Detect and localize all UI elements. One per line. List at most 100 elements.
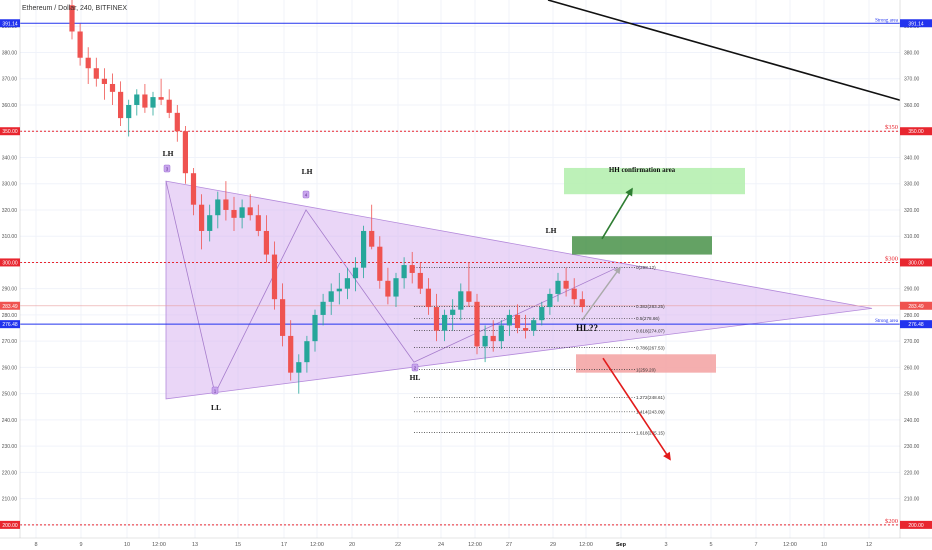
zone-green-breakout xyxy=(572,236,712,255)
candle xyxy=(271,241,278,310)
y-tick-label-right: 250.00 xyxy=(904,392,920,398)
price-axis-right[interactable]: 200.00 210.00 220.00 230.00 240.00 250.00 260.… xyxy=(899,0,932,538)
candle xyxy=(239,199,245,229)
candle xyxy=(174,104,180,142)
annotation-label: HL xyxy=(410,373,421,382)
y-tick-label-right: 290.00 xyxy=(904,287,920,293)
price-axis-left[interactable]: 200.00 210.00 220.00 230.00 240.00 250.00 260.… xyxy=(0,0,21,538)
time-axis[interactable]: 8 9 10 12:00 13 15 17 12:00 20 22 24 12:00 27 29 12:00… xyxy=(0,537,932,548)
candle xyxy=(401,257,407,289)
annotation-label: LH xyxy=(163,149,174,158)
candle-body xyxy=(126,104,132,119)
candle-body xyxy=(352,267,359,279)
x-tick-label: 24 xyxy=(438,542,444,548)
candle-body xyxy=(514,314,521,329)
y-tick-label-right: 260.00 xyxy=(904,365,920,371)
y-tick-label-left: 240.00 xyxy=(2,418,18,424)
bullish-arrow xyxy=(601,187,633,240)
pivot-marker xyxy=(163,164,171,173)
candle-body xyxy=(433,307,440,331)
y-tick-label-left: 380.00 xyxy=(2,50,18,56)
price-badge-label: 391.14 xyxy=(908,21,924,27)
x-tick-label: 12:00 xyxy=(310,542,324,548)
zones xyxy=(564,167,745,373)
candle-body xyxy=(296,362,302,373)
price-badge-label: 350.00 xyxy=(2,129,18,135)
x-tick-label: 27 xyxy=(506,542,512,548)
candle xyxy=(69,0,75,40)
candle xyxy=(506,309,512,336)
y-tick-label-left: 340.00 xyxy=(2,155,18,161)
price-badge-label: 283.49 xyxy=(2,304,18,310)
candle xyxy=(563,267,569,297)
candle xyxy=(555,272,561,302)
y-tick-label-left: 230.00 xyxy=(2,444,18,450)
candle-body xyxy=(85,57,91,69)
fib-label: 0.618(274.07) xyxy=(636,328,665,333)
candle xyxy=(166,89,172,119)
candle-body xyxy=(271,254,278,300)
candle xyxy=(490,320,496,352)
candle xyxy=(77,23,83,66)
candle xyxy=(547,288,553,315)
candle xyxy=(288,320,294,381)
fib-label: 0.382(283.25) xyxy=(636,304,665,309)
x-tick-label: 10 xyxy=(124,542,130,548)
candle xyxy=(377,236,383,289)
pivot-marker xyxy=(302,190,310,199)
price-badge xyxy=(900,127,932,136)
triangle-shape xyxy=(165,180,873,400)
candle xyxy=(207,204,213,242)
candle xyxy=(320,293,326,326)
y-tick-label-left: 210.00 xyxy=(2,497,18,503)
annotation-label: HH confirmation area xyxy=(609,166,676,174)
candle xyxy=(263,215,269,263)
candle-body xyxy=(304,341,310,363)
candle xyxy=(223,181,229,221)
candle xyxy=(466,262,472,308)
fib-label: 0(298.12) xyxy=(636,265,656,270)
candle xyxy=(312,309,318,352)
y-tick-label-left: 220.00 xyxy=(2,470,18,476)
candle-body xyxy=(450,309,456,315)
x-tick-label: Sep xyxy=(616,542,627,548)
projection-arrow xyxy=(581,266,621,321)
y-tick-label-left: 260.00 xyxy=(2,365,18,371)
y-tick-label-right: 380.00 xyxy=(904,50,920,56)
fib-label: 0.5(278.66) xyxy=(636,316,660,321)
candle-body xyxy=(215,199,221,216)
trend-lines xyxy=(547,0,932,461)
candle xyxy=(158,78,164,105)
x-tick-label: 7 xyxy=(754,542,757,548)
candle-body xyxy=(417,272,423,289)
fib-label: 1.618(235.15) xyxy=(636,430,665,435)
level-label: Strong area xyxy=(875,18,899,23)
candle xyxy=(369,204,375,250)
candle-body xyxy=(466,291,472,302)
candle-body xyxy=(579,299,585,308)
candle-body xyxy=(328,291,334,302)
candle-body xyxy=(377,246,383,281)
y-tick-label-left: 360.00 xyxy=(2,103,18,109)
price-badge-label: 391.14 xyxy=(2,21,18,27)
price-badge xyxy=(0,258,20,267)
candle-body xyxy=(150,97,156,108)
y-tick-label-right: 210.00 xyxy=(904,497,920,503)
level-label: Strong area xyxy=(875,319,899,324)
y-tick-label-left: 370.00 xyxy=(2,77,18,83)
y-tick-label-right: 230.00 xyxy=(904,444,920,450)
x-tick-label: 17 xyxy=(281,542,287,548)
candle xyxy=(514,304,521,334)
y-tick-label-right: 370.00 xyxy=(904,77,920,83)
fib-label: 0.786(267.53) xyxy=(636,345,665,350)
candle-body xyxy=(555,280,561,294)
candle-body xyxy=(77,31,83,58)
candle-body xyxy=(531,320,537,331)
y-tick-label-right: 240.00 xyxy=(904,418,920,424)
candle-body xyxy=(190,173,197,205)
candle xyxy=(531,317,537,336)
fib-label: 1(259.20) xyxy=(636,367,656,372)
candle xyxy=(85,47,91,84)
candle xyxy=(247,194,253,221)
